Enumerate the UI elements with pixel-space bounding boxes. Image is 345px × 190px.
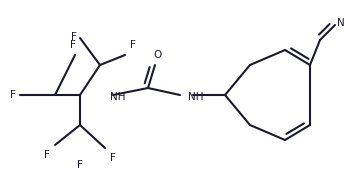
Text: NH: NH [188,92,204,102]
Text: F: F [71,32,77,42]
Text: F: F [110,153,116,163]
Text: NH: NH [110,92,126,102]
Text: F: F [77,160,83,170]
Text: F: F [10,90,16,100]
Text: N: N [337,18,345,28]
Text: O: O [153,50,161,60]
Text: F: F [130,40,136,50]
Text: F: F [70,40,76,50]
Text: F: F [44,150,50,160]
